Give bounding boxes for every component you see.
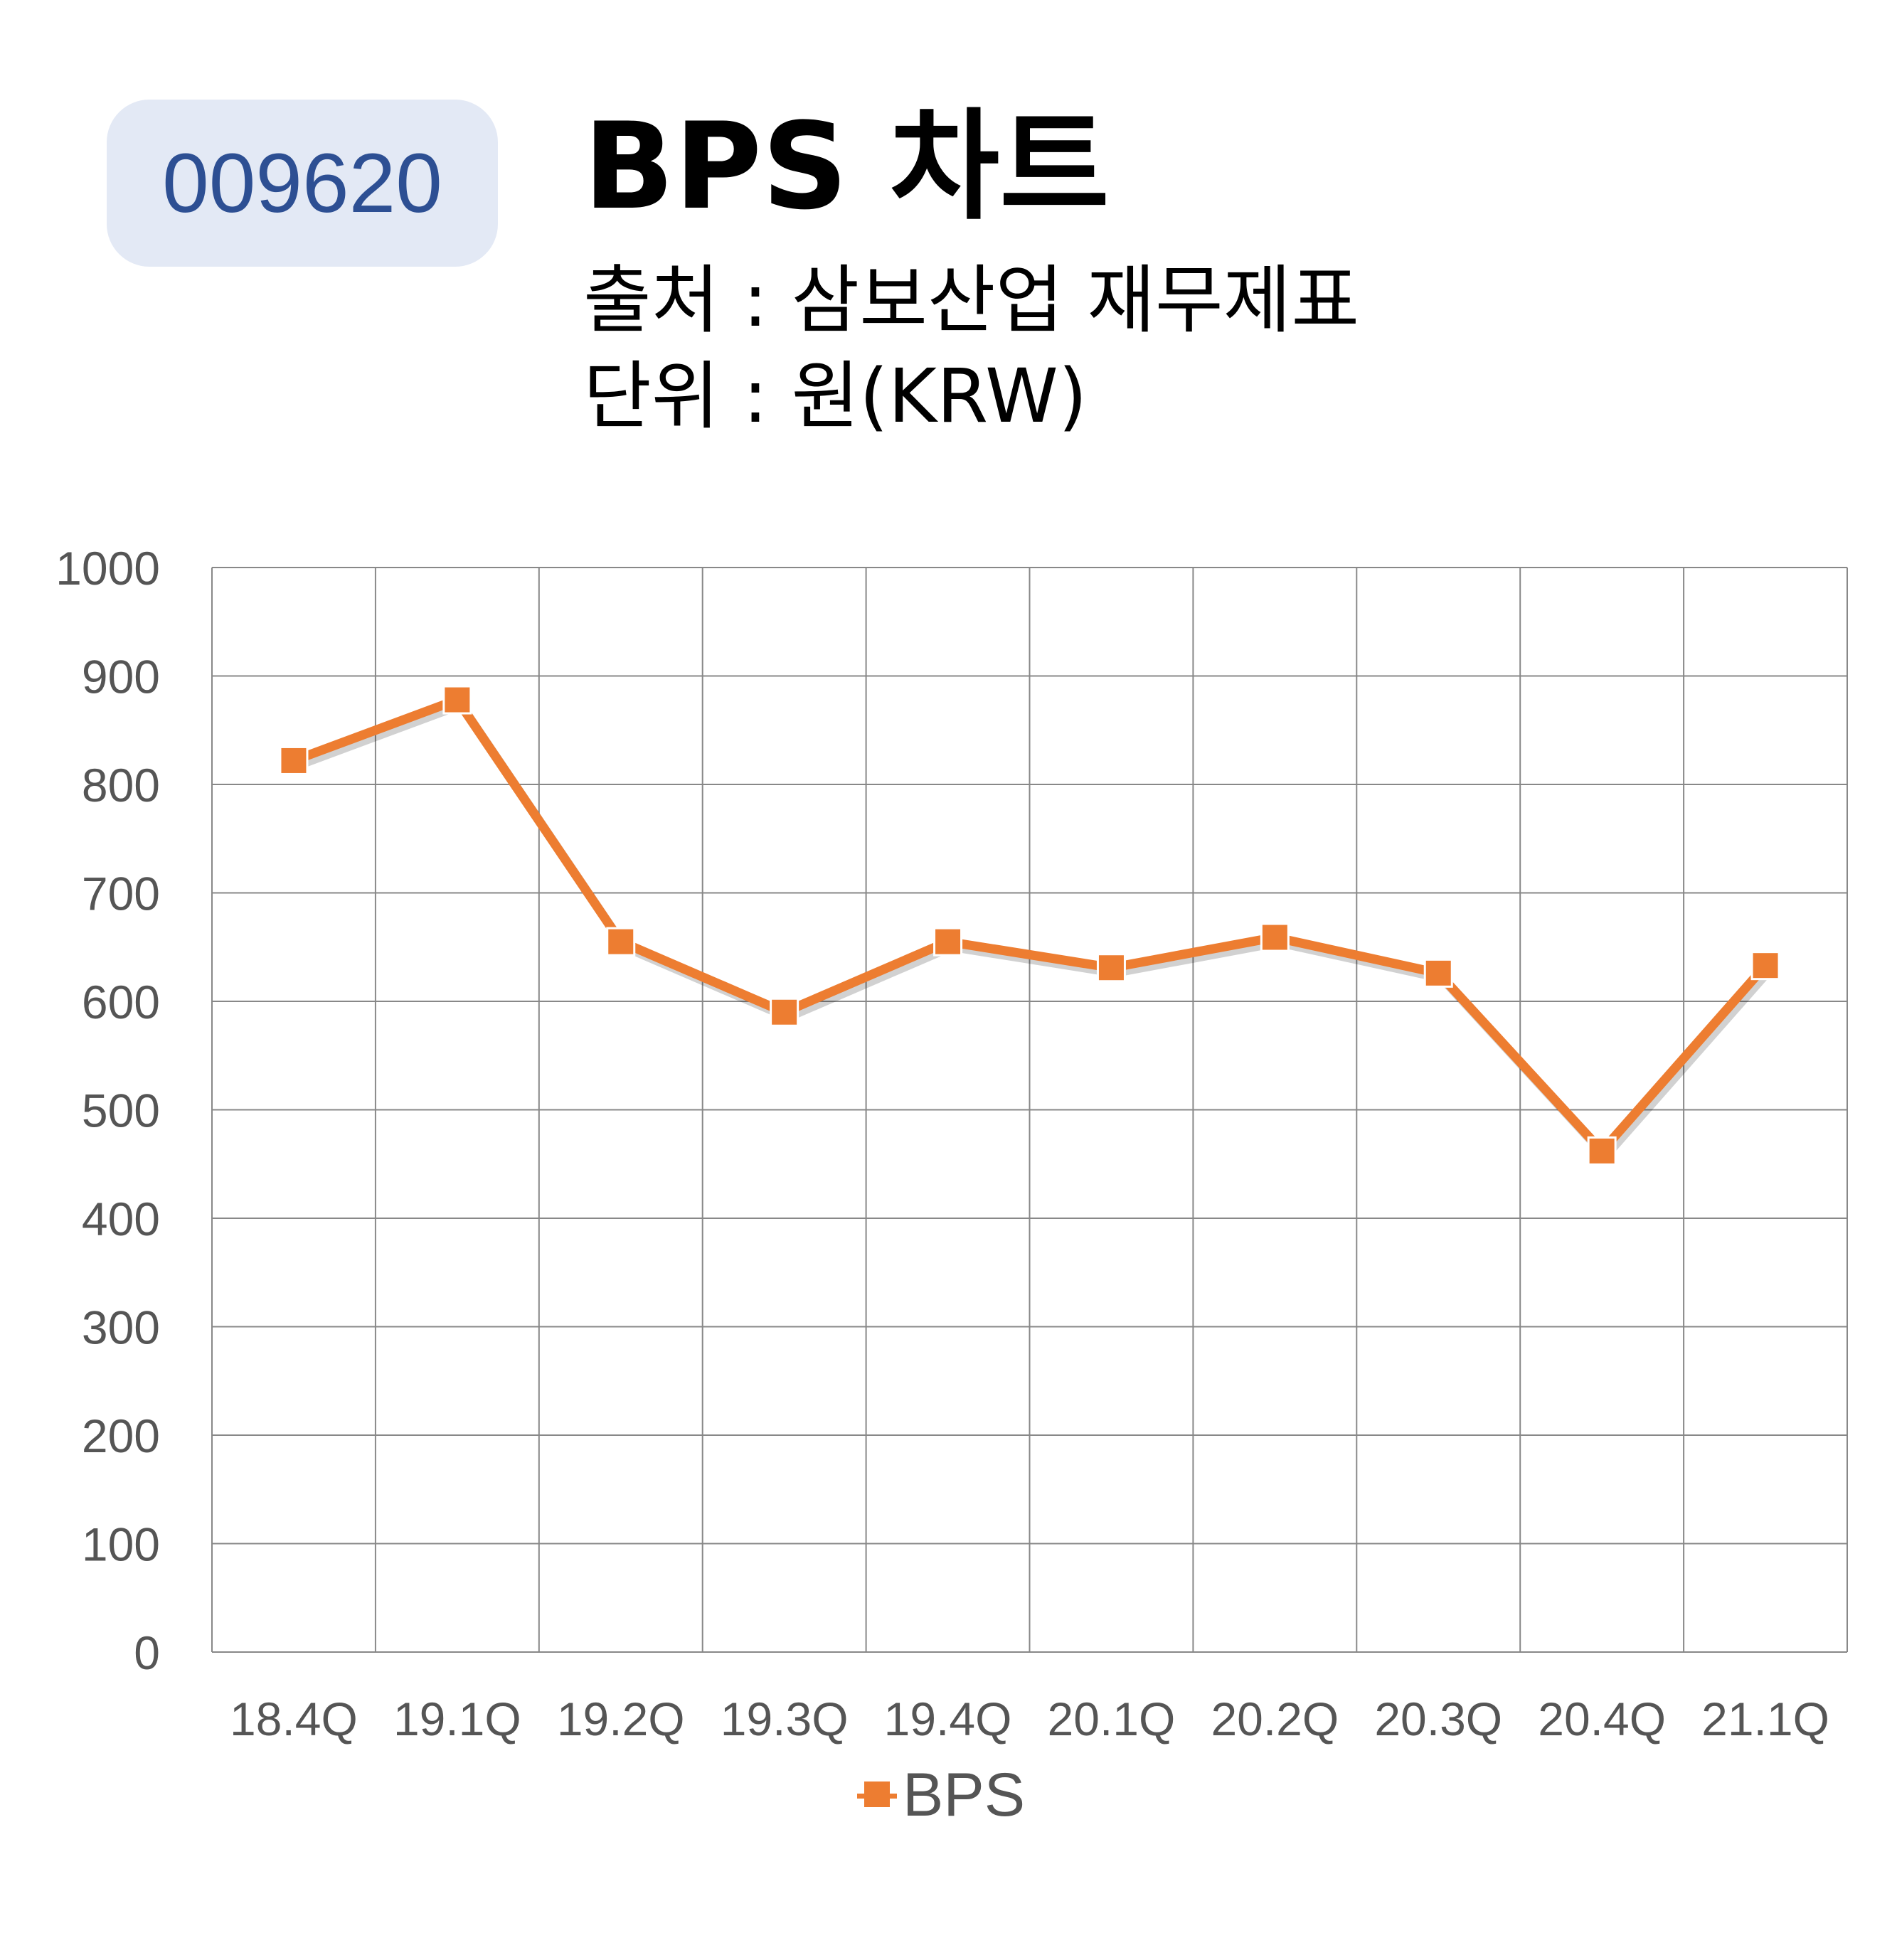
y-tick-label: 200 [82, 1410, 160, 1462]
x-tick-label: 19.3Q [721, 1693, 849, 1745]
data-point-marker [1096, 953, 1126, 983]
y-tick-label: 1000 [55, 542, 160, 595]
legend-label: BPS [903, 1761, 1026, 1829]
data-point-marker [1750, 951, 1780, 981]
x-tick-label: 19.2Q [557, 1693, 685, 1745]
y-tick-label: 900 [82, 651, 160, 703]
y-tick-label: 800 [82, 759, 160, 811]
x-tick-label: 20.2Q [1211, 1693, 1339, 1745]
stock-code-badge: 009620 [107, 100, 498, 267]
chart-legend: BPS [857, 1760, 1025, 1831]
data-point-marker [1260, 922, 1290, 952]
unit-note: 단위 : 원(KRW) [583, 353, 1088, 440]
x-tick-label: 20.3Q [1374, 1693, 1502, 1745]
x-tick-label: 19.4Q [884, 1693, 1012, 1745]
x-tick-label: 18.4Q [230, 1693, 358, 1745]
y-tick-label: 400 [82, 1193, 160, 1245]
x-tick-label: 20.4Q [1538, 1693, 1666, 1745]
data-point-marker [606, 927, 636, 957]
legend-marker-icon [857, 1781, 897, 1810]
y-tick-label: 0 [134, 1626, 160, 1679]
y-tick-label: 100 [82, 1518, 160, 1571]
data-point-marker [1423, 958, 1453, 988]
data-point-marker [933, 927, 963, 957]
x-tick-label: 21.1Q [1701, 1693, 1829, 1745]
data-point-marker [279, 745, 309, 775]
y-tick-label: 600 [82, 976, 160, 1028]
y-tick-label: 500 [82, 1085, 160, 1137]
chart-title: BPS 차트 [583, 97, 1110, 236]
source-note: 출처 : 삼보산업 재무제표 [583, 257, 1360, 343]
data-point-marker [442, 685, 472, 715]
data-point-marker [1587, 1136, 1617, 1166]
data-point-marker [770, 997, 799, 1027]
y-tick-label: 300 [82, 1301, 160, 1354]
x-tick-label: 20.1Q [1048, 1693, 1176, 1745]
y-tick-label: 700 [82, 868, 160, 920]
stock-code: 009620 [162, 136, 442, 230]
series-line-bps [292, 695, 1769, 1156]
x-tick-label: 19.1Q [393, 1693, 521, 1745]
